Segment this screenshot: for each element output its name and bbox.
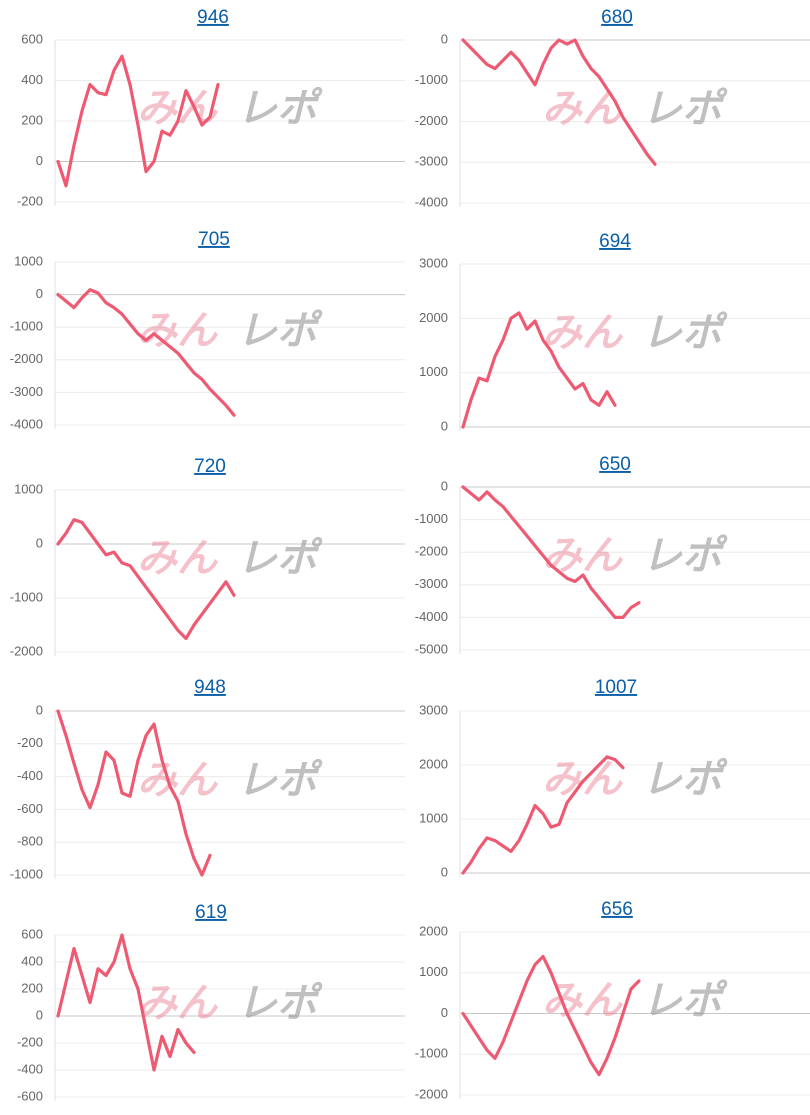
line-series — [461, 755, 625, 875]
y-tick-label: 3000 — [419, 702, 448, 717]
y-tick-label: -200 — [17, 735, 43, 750]
y-tick-label: 2000 — [419, 923, 448, 938]
watermark: レポ — [642, 311, 728, 355]
line-series — [461, 38, 657, 166]
chart-title[interactable]: 650 — [599, 454, 631, 475]
watermark: みん — [542, 534, 624, 578]
y-tick-label: 1000 — [14, 253, 43, 268]
watermark: レポ — [642, 758, 728, 802]
watermark: レポ — [237, 537, 323, 581]
watermark: みん — [542, 979, 624, 1023]
y-tick-label: -2000 — [10, 643, 43, 658]
y-tick-label: 0 — [36, 286, 43, 301]
chart-title[interactable]: 705 — [198, 229, 230, 250]
line-series — [461, 954, 641, 1077]
chart-title[interactable]: 946 — [197, 7, 229, 28]
y-tick-label: 0 — [36, 153, 43, 168]
y-tick-label: -3000 — [10, 384, 43, 399]
y-tick-label: -1000 — [415, 72, 448, 87]
chart-title[interactable]: 948 — [194, 677, 226, 698]
line-series — [461, 485, 641, 619]
y-tick-label: -200 — [17, 1034, 43, 1049]
watermark: みん — [137, 982, 219, 1026]
y-tick-label: -1000 — [10, 589, 43, 604]
y-tick-label: 1000 — [419, 810, 448, 825]
y-tick-label: -1000 — [415, 511, 448, 526]
y-tick-label: 1000 — [419, 364, 448, 379]
y-tick-label: -2000 — [415, 113, 448, 128]
y-tick-label: 600 — [21, 926, 43, 941]
y-tick-label: -600 — [17, 1088, 43, 1103]
line-series — [56, 518, 236, 641]
watermark: みん — [137, 309, 219, 353]
y-tick-label: -1000 — [10, 866, 43, 881]
chart-title[interactable]: 720 — [194, 456, 226, 477]
y-tick-label: -800 — [17, 834, 43, 849]
watermark: レポ — [237, 309, 323, 353]
chart-title[interactable]: 656 — [601, 899, 633, 920]
line-series — [56, 933, 196, 1072]
y-tick-label: -400 — [17, 1061, 43, 1076]
y-tick-label: 2000 — [419, 310, 448, 325]
y-tick-label: -400 — [17, 768, 43, 783]
y-tick-label: 0 — [36, 702, 43, 717]
y-tick-label: -4000 — [10, 416, 43, 431]
y-tick-label: 0 — [441, 478, 448, 493]
watermark: レポ — [642, 87, 728, 131]
watermark: みん — [137, 759, 219, 803]
y-tick-label: -2000 — [415, 544, 448, 559]
y-tick-label: -2000 — [10, 351, 43, 366]
y-tick-label: 0 — [36, 1007, 43, 1022]
chart-title[interactable]: 694 — [599, 231, 631, 252]
watermark: レポ — [237, 87, 323, 131]
y-tick-label: 2000 — [419, 756, 448, 771]
y-tick-label: 3000 — [419, 255, 448, 270]
line-series — [56, 288, 236, 417]
y-tick-label: -600 — [17, 801, 43, 816]
watermark: みん — [542, 311, 624, 355]
line-series — [461, 311, 617, 429]
watermark: レポ — [237, 759, 323, 803]
watermark: みん — [137, 537, 219, 581]
y-tick-label: 1000 — [419, 964, 448, 979]
y-tick-label: 200 — [21, 980, 43, 995]
watermark: レポ — [642, 534, 728, 578]
y-tick-label: -3000 — [415, 576, 448, 591]
y-tick-label: -200 — [17, 193, 43, 208]
y-tick-label: -1000 — [415, 1046, 448, 1061]
watermark: レポ — [237, 982, 323, 1026]
y-tick-label: 0 — [441, 31, 448, 46]
line-series — [56, 709, 212, 877]
y-tick-label: 0 — [441, 1005, 448, 1020]
y-tick-label: -2000 — [415, 1086, 448, 1101]
y-tick-label: 200 — [21, 112, 43, 127]
y-tick-label: -3000 — [415, 154, 448, 169]
y-tick-label: -4000 — [415, 194, 448, 209]
y-tick-label: 400 — [21, 953, 43, 968]
chart-title[interactable]: 619 — [195, 902, 227, 923]
y-tick-label: -5000 — [415, 641, 448, 656]
y-tick-label: 400 — [21, 72, 43, 87]
y-tick-label: 0 — [441, 418, 448, 433]
y-tick-label: 0 — [36, 535, 43, 550]
y-tick-label: 0 — [441, 864, 448, 879]
y-tick-label: -4000 — [415, 609, 448, 624]
y-tick-label: 1000 — [14, 481, 43, 496]
chart-title[interactable]: 1007 — [595, 677, 637, 698]
watermark: レポ — [642, 979, 728, 1023]
y-tick-label: -1000 — [10, 319, 43, 334]
y-tick-label: 600 — [21, 31, 43, 46]
chart-title[interactable]: 680 — [601, 7, 633, 28]
line-series — [56, 54, 220, 188]
